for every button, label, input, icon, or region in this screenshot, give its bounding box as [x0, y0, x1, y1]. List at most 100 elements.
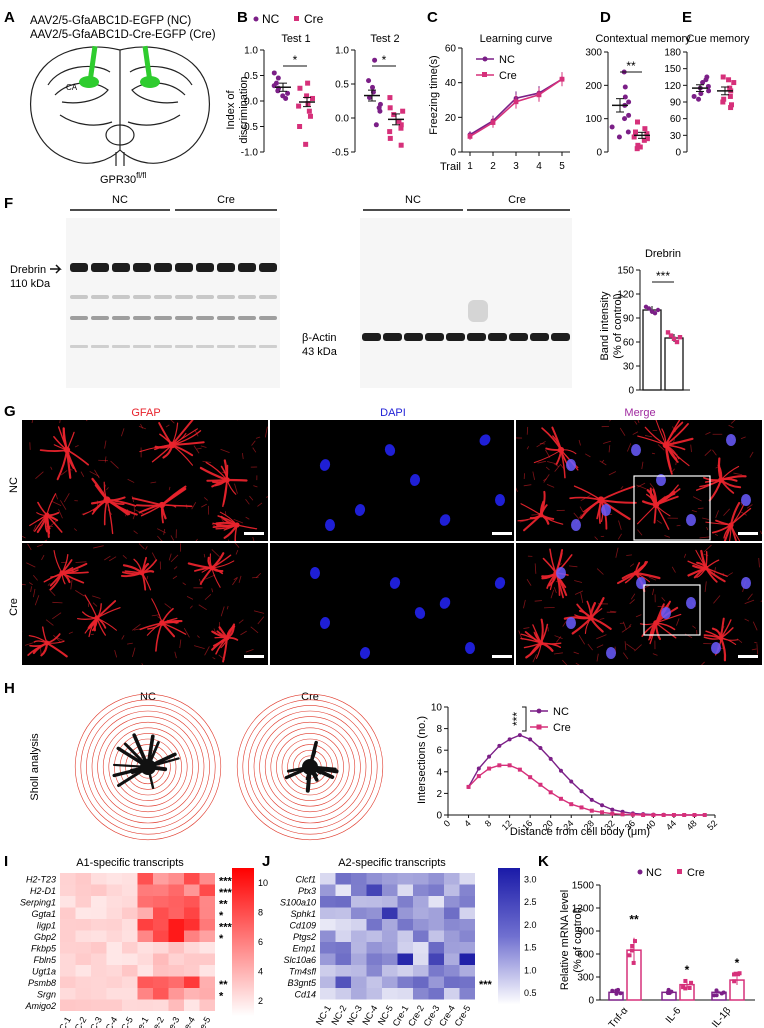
h-point-nc: [476, 766, 481, 771]
background-fiber: [238, 619, 244, 624]
i-sig: *: [219, 933, 224, 945]
h-legend-nc-marker: [536, 708, 542, 714]
background-fiber: [122, 555, 127, 559]
i-cell: [122, 873, 138, 885]
i-cell: [168, 976, 184, 988]
j-cell: [335, 988, 351, 1000]
merge-nucleus: [686, 597, 696, 609]
background-fiber: [94, 469, 100, 479]
astrocyte-process: [719, 636, 727, 662]
i-cell: [137, 965, 153, 977]
astrocyte-soma: [44, 512, 50, 518]
j-cell: [444, 953, 460, 965]
background-fiber: [626, 554, 632, 556]
i-cell: [75, 896, 91, 908]
h-point-cre: [682, 813, 687, 817]
background-fiber: [68, 631, 74, 634]
background-fiber: [179, 639, 182, 649]
background-fiber: [60, 500, 67, 510]
faint-band: [259, 345, 277, 348]
i-cell: [168, 999, 184, 1011]
i-colorbar-label: 6: [258, 937, 263, 947]
background-fiber: [623, 652, 629, 660]
background-fiber: [233, 577, 238, 581]
background-fiber: [60, 470, 68, 476]
d-sig-label: **: [626, 59, 636, 73]
i-cell: [137, 988, 153, 1000]
h-point-cre: [528, 775, 533, 780]
astrocyte-process: [520, 503, 542, 516]
j-cell: [397, 976, 413, 988]
panel-b-ylabel-2: discrimination: [238, 76, 250, 143]
faint-band: [133, 345, 151, 348]
dapi-nucleus: [439, 597, 451, 609]
f-ytick-label: 0: [628, 386, 634, 397]
h-point-nc: [538, 746, 543, 751]
background-fiber: [516, 487, 518, 492]
h-point-cre: [466, 784, 471, 789]
j-cell: [366, 884, 382, 896]
j-cell: [320, 942, 336, 954]
i-cell: [106, 896, 122, 908]
background-fiber: [713, 595, 721, 604]
panel-c-legend-cre-marker: [482, 72, 487, 77]
i-cell: [199, 976, 215, 988]
background-fiber: [747, 593, 753, 600]
background-fiber: [537, 460, 547, 464]
i-sig: ***: [219, 887, 233, 899]
faint-band: [154, 295, 172, 299]
i-cell: [184, 873, 200, 885]
i-cell: [91, 930, 107, 942]
j-cell: [397, 873, 413, 885]
h-point-cre: [507, 763, 512, 768]
h-ytick-label: 8: [436, 724, 442, 735]
k-cre-point: [629, 948, 634, 953]
h-point-nc: [569, 779, 574, 784]
merge-nucleus: [566, 617, 576, 629]
sholl-ring-cre: [242, 699, 378, 835]
i-cell: [153, 976, 169, 988]
astrocyte-process: [96, 600, 117, 619]
sholl-ring-cre: [248, 705, 372, 829]
merge-nucleus: [601, 504, 611, 516]
astrocyte-process: [39, 449, 68, 452]
i-cell: [184, 953, 200, 965]
virus-injection-markers: [79, 45, 160, 88]
j-cell: [444, 988, 460, 1000]
astrocyte-process: [655, 622, 676, 631]
panel-c-xlabel: Trail: [440, 161, 461, 173]
i-cell: [106, 942, 122, 954]
i-cell: [199, 942, 215, 954]
j-cell: [335, 884, 351, 896]
background-fiber: [251, 440, 256, 446]
j-cell: [351, 988, 367, 1000]
faint-band: [133, 316, 151, 320]
j-cell: [335, 919, 351, 931]
background-fiber: [235, 549, 239, 555]
background-fiber: [637, 482, 646, 488]
background-fiber: [170, 554, 179, 563]
j-cell: [382, 953, 398, 965]
k-nc-point: [714, 988, 719, 993]
j-cell: [413, 988, 429, 1000]
d-cre-point: [644, 136, 650, 142]
k-cre-point: [630, 944, 635, 949]
i-cell: [60, 976, 76, 988]
background-fiber: [73, 528, 77, 531]
d-nc-point: [616, 134, 622, 140]
j-cell: [413, 930, 429, 942]
background-fiber: [760, 600, 762, 602]
blot1-nc-label: NC: [112, 194, 128, 206]
faint-band: [175, 316, 193, 320]
e-cre-point: [727, 85, 733, 91]
j-cell: [351, 953, 367, 965]
k-category-label: IL-1β: [710, 1005, 733, 1028]
faint-band: [238, 295, 256, 299]
j-cell: [413, 907, 429, 919]
drebrin-bands: [70, 263, 277, 348]
background-fiber: [601, 459, 605, 463]
j-col-label: Cre-5: [453, 1004, 473, 1028]
i-cell: [122, 953, 138, 965]
h-point-cre: [692, 813, 697, 817]
